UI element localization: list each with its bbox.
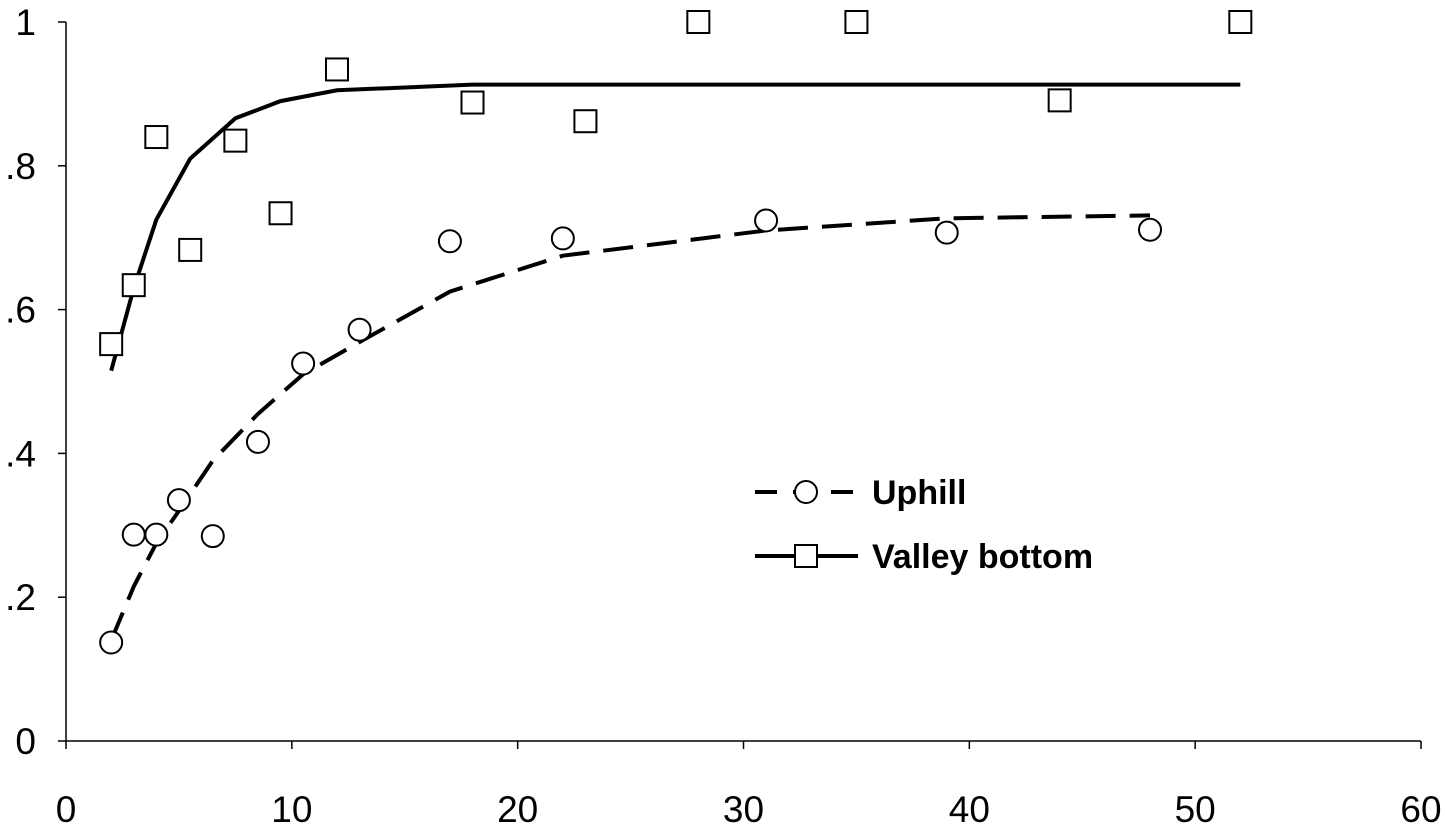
- y-tick-label: .8: [5, 146, 36, 187]
- uphill-point: [200, 524, 225, 549]
- uphill-point: [934, 220, 959, 245]
- uphill-point: [144, 522, 169, 547]
- valley-bottom-point: [1228, 10, 1253, 34]
- valley-bottom-point: [144, 125, 169, 150]
- y-tick-label: .4: [5, 433, 36, 474]
- uphill-point: [754, 208, 779, 233]
- uphill-point: [347, 317, 372, 342]
- x-tick-label: 0: [56, 789, 77, 830]
- uphill-fit-line: [109, 213, 1151, 642]
- valley-bottom-point: [223, 128, 248, 153]
- valley-bottom-point: [460, 90, 485, 115]
- x-tick-label: 50: [1175, 789, 1216, 830]
- valley-bottom-point: [325, 57, 349, 82]
- uphill-point: [99, 630, 124, 655]
- legend: Uphill Valley bottom: [755, 474, 1093, 576]
- valley-bottom-point: [573, 109, 598, 134]
- valley-bottom-point: [121, 273, 146, 298]
- valley-bottom-point: [178, 237, 203, 262]
- legend-uphill-marker: [794, 480, 818, 504]
- axes: [58, 21, 1422, 749]
- x-tick-label: 60: [1400, 789, 1441, 830]
- uphill-point: [550, 226, 575, 251]
- x-tick-label: 40: [949, 789, 990, 830]
- y-tick-label: 0: [15, 721, 36, 762]
- y-tick-label: 1: [15, 2, 36, 43]
- x-tick-label: 20: [497, 789, 538, 830]
- valley-bottom-point: [99, 332, 124, 357]
- valley-bottom-point: [686, 10, 711, 34]
- uphill-point: [437, 229, 462, 254]
- uphill-point: [1138, 217, 1162, 242]
- x-tick-label: 10: [271, 789, 312, 830]
- valley-bottom-point: [268, 201, 293, 226]
- uphill-point: [166, 488, 191, 513]
- legend-valley-bottom-marker: [794, 544, 818, 568]
- uphill-point: [121, 522, 146, 547]
- valley-bottom-point: [1047, 88, 1072, 113]
- x-tick-label: 30: [723, 789, 764, 830]
- uphill-point: [245, 429, 270, 454]
- legend-uphill-label: Uphill: [872, 474, 966, 512]
- uphill-point: [291, 351, 316, 376]
- y-tick-label: .2: [5, 577, 36, 618]
- legend-valley-bottom-label: Valley bottom: [872, 538, 1093, 576]
- y-tick-label: .6: [5, 290, 36, 331]
- data-markers: [99, 10, 1253, 655]
- valley-bottom-fit-line: [109, 82, 1241, 372]
- valley-bottom-point: [844, 10, 869, 34]
- tick-labels: 0 10 20 30 40 50 60 0 .2 .4 .6 .8 1: [5, 2, 1441, 830]
